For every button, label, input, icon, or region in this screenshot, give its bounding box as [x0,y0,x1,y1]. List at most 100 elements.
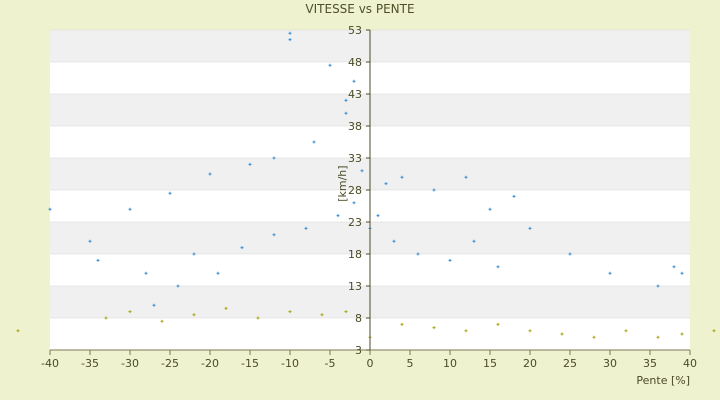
scatter-point-s0 [448,258,452,262]
scatter-point-s0 [272,233,276,237]
x-tick-label: -40 [41,357,59,370]
scatter-point-s1 [288,310,292,314]
y-tick-label: 18 [348,248,362,261]
scatter-point-s0 [656,284,660,288]
scatter-point-s0 [152,303,156,307]
scatter-point-s0 [176,284,180,288]
x-tick-label: 40 [683,357,697,370]
scatter-point-s1 [104,316,108,320]
chart-title: VITESSE vs PENTE [305,2,415,16]
scatter-point-s1 [160,319,164,323]
y-tick-label: 3 [355,344,362,357]
scatter-point-s1 [528,329,532,333]
scatter-point-s1 [592,335,596,339]
scatter-point-s0 [272,156,276,160]
scatter-point-s0 [496,265,500,269]
scatter-point-s0 [608,271,612,275]
scatter-point-s0 [168,191,172,195]
y-tick-label: 8 [355,312,362,325]
scatter-point-s0 [192,252,196,256]
scatter-point-s0 [400,175,404,179]
scatter-points [16,31,716,339]
x-tick-label: -10 [281,357,299,370]
scatter-point-s1 [712,329,716,333]
scatter-point-s0 [568,252,572,256]
scatter-point-s0 [128,207,132,211]
scatter-point-s1 [560,332,564,336]
scatter-point-s1 [656,335,660,339]
scatter-point-s1 [680,332,684,336]
x-tick-label: -25 [161,357,179,370]
axes [49,29,691,355]
y-axis-title: [km/h] [336,165,349,201]
y-tick-label: 28 [348,184,362,197]
y-tick-label: 38 [348,120,362,133]
x-axis-title: Pente [%] [636,374,690,387]
scatter-point-s1 [464,329,468,333]
x-tick-label: 35 [643,357,657,370]
x-tick-label: 15 [483,357,497,370]
scatter-point-s0 [528,226,532,230]
scatter-point-s0 [240,246,244,250]
y-tick-label: 48 [348,56,362,69]
scatter-point-s0 [312,140,316,144]
scatter-point-s0 [48,207,52,211]
scatter-point-s0 [328,63,332,67]
x-tick-label: -20 [201,357,219,370]
x-tick-label: -35 [81,357,99,370]
scatter-point-s0 [376,214,380,218]
y-tick-label: 53 [348,24,362,37]
scatter-point-s0 [392,239,396,243]
scatter-point-s1 [192,313,196,317]
scatter-point-s0 [336,214,340,218]
scatter-point-s1 [256,316,260,320]
x-tick-label: 30 [603,357,617,370]
scatter-point-s1 [344,310,348,314]
x-tick-label: 5 [407,357,414,370]
scatter-point-s0 [96,258,100,262]
scatter-point-s0 [352,79,356,83]
scatter-point-s0 [288,31,292,35]
scatter-point-s0 [384,182,388,186]
y-tick-label: 43 [348,88,362,101]
scatter-point-s0 [216,271,220,275]
scatter-point-s0 [88,239,92,243]
y-tick-label: 33 [348,152,362,165]
x-tick-label: 10 [443,357,457,370]
scatter-point-s0 [432,188,436,192]
x-tick-label: 0 [367,357,374,370]
scatter-point-s0 [248,162,252,166]
scatter-point-s1 [400,322,404,326]
scatter-point-s0 [512,194,516,198]
tick-labels: -40 -35 -30 -25 -20 -15 -10 -5 0 5 10 15 20 25 30 35 40 3… [41,24,697,387]
scatter-point-s0 [304,226,308,230]
scatter-point-s0 [288,38,292,42]
scatter-point-s0 [416,252,420,256]
scatter-point-s0 [672,265,676,269]
scatter-point-s0 [680,271,684,275]
scatter-point-s1 [128,310,132,314]
scatter-point-s0 [208,172,212,176]
scatter-point-s0 [464,175,468,179]
scatter-point-s1 [432,326,436,330]
scatter-point-s1 [320,313,324,317]
scatter-point-s0 [488,207,492,211]
scatter-point-s0 [144,271,148,275]
x-tick-label: 25 [563,357,577,370]
scatter-point-s1 [224,306,228,310]
y-tick-label: 23 [348,216,362,229]
x-tick-label: -5 [325,357,336,370]
x-tick-label: 20 [523,357,537,370]
scatter-point-s0 [344,98,348,102]
y-tick-label: 13 [348,280,362,293]
x-tick-label: -30 [121,357,139,370]
scatter-point-s0 [360,169,364,173]
scatter-point-s1 [496,322,500,326]
scatter-point-s0 [472,239,476,243]
scatter-point-s0 [344,111,348,115]
x-tick-label: -15 [241,357,259,370]
scatter-point-s1 [16,329,20,333]
scatter-point-s1 [624,329,628,333]
scatter-point-s0 [352,201,356,205]
